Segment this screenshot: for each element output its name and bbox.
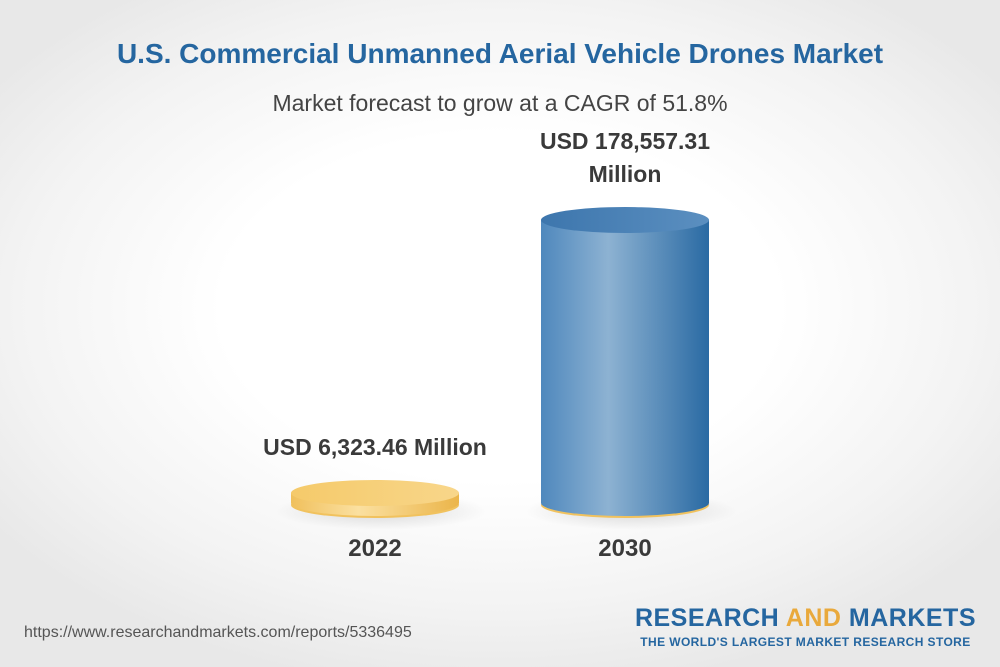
category-label-2030: 2030 bbox=[598, 535, 652, 562]
chart-subtitle: Market forecast to grow at a CAGR of 51.… bbox=[272, 90, 728, 116]
brand-tagline: THE WORLD'S LARGEST MARKET RESEARCH STOR… bbox=[640, 635, 971, 649]
brand-name-part3: MARKETS bbox=[841, 604, 976, 632]
data-label-2022: USD 6,323.46 Million bbox=[263, 433, 487, 460]
bar-2030 bbox=[525, 207, 737, 530]
data-label-2030: USD 178,557.31 Million bbox=[539, 128, 711, 187]
bar-2022 bbox=[275, 479, 487, 530]
brand-name-accent: AND bbox=[785, 604, 842, 632]
source-url[interactable]: https://www.researchandmarkets.com/repor… bbox=[24, 624, 412, 641]
bar-top-2022 bbox=[291, 479, 459, 506]
brand-name: RESEARCH AND MARKETS bbox=[635, 604, 976, 633]
chart-title: U.S. Commercial Unmanned Aerial Vehicle … bbox=[116, 38, 884, 69]
category-label-2022: 2022 bbox=[348, 535, 402, 562]
bar-top-2030 bbox=[541, 207, 709, 233]
bar-body-2030 bbox=[541, 220, 709, 516]
brand-name-part1: RESEARCH bbox=[634, 604, 786, 632]
brand-logo: RESEARCH AND MARKETS THE WORLD'S LARGEST… bbox=[635, 604, 976, 649]
